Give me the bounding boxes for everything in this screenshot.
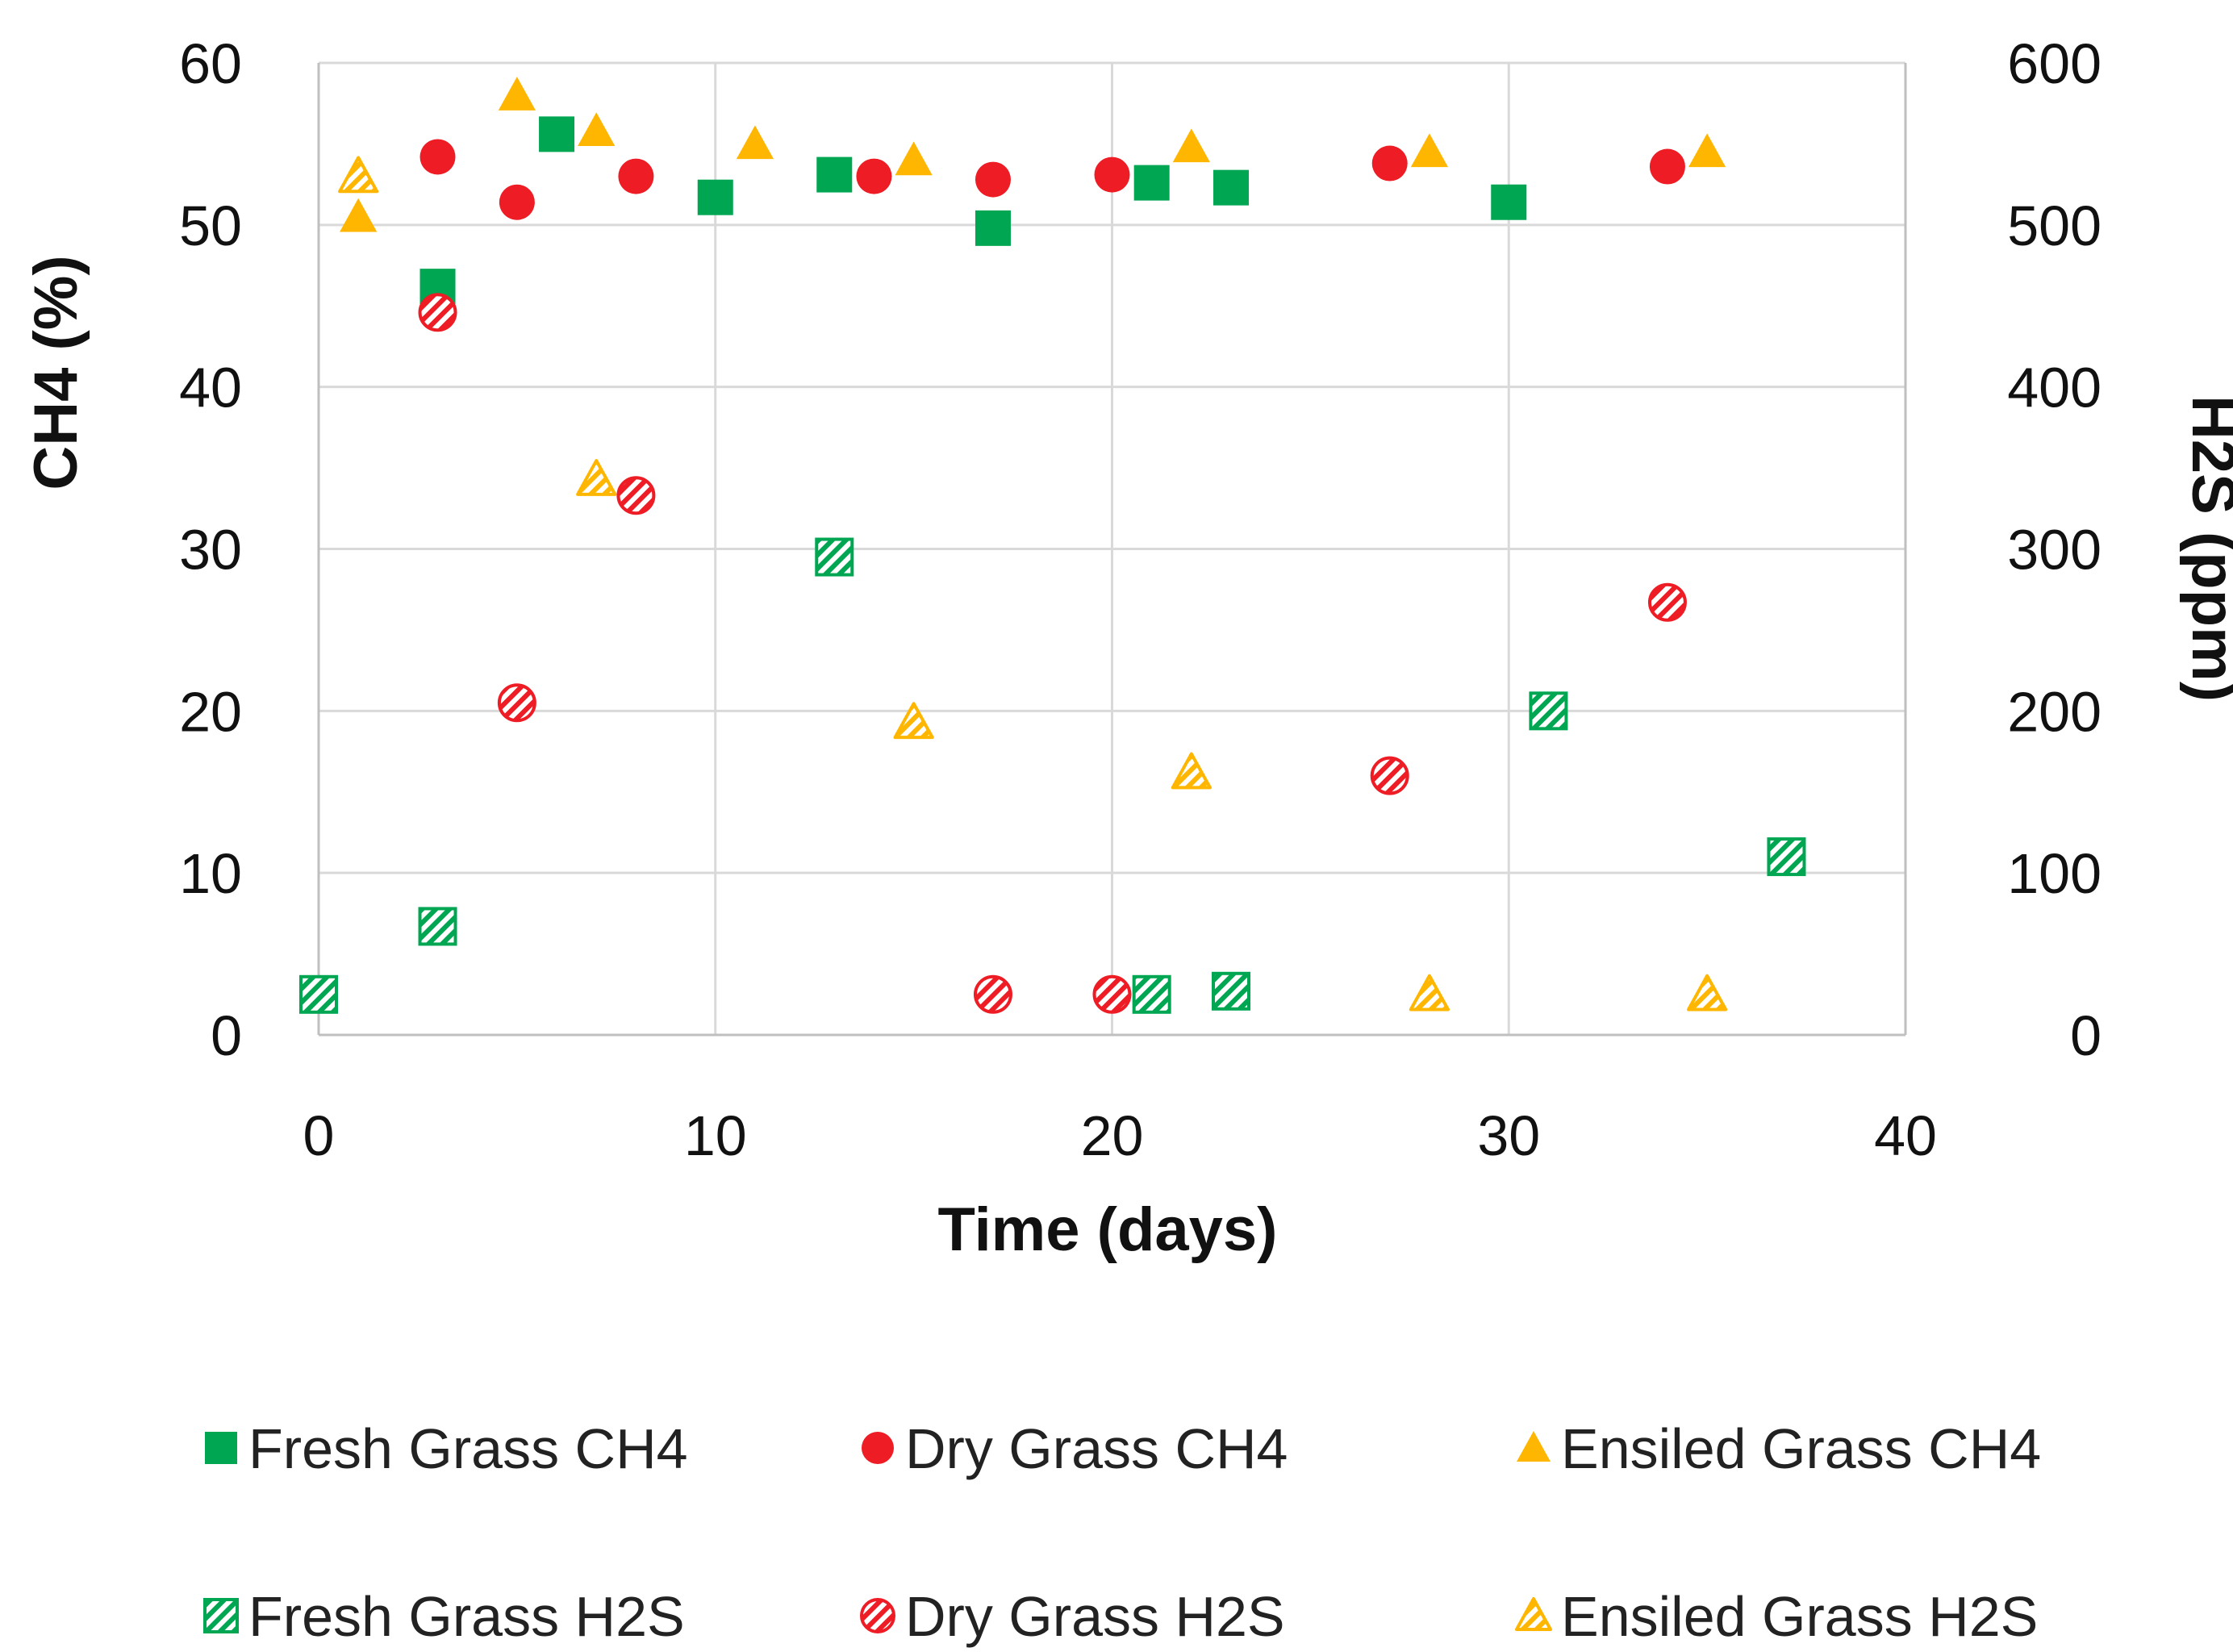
legend-marker-ensiled-grass-ch4 [1517, 1431, 1551, 1462]
x-axis-title: Time (days) [938, 1195, 1278, 1264]
y-tick-label-left: 50 [179, 194, 242, 257]
point-fresh-grass-h2s [1132, 974, 1171, 1014]
point-fresh-grass-ch4 [1213, 169, 1250, 206]
point-dry-grass-ch4 [1371, 145, 1408, 181]
y-tick-label-left: 0 [211, 1004, 242, 1067]
point-ensiled-grass-h2s [893, 702, 934, 740]
point-fresh-grass-ch4 [1133, 165, 1170, 201]
legend-marker-fresh-grass-h2s [203, 1598, 239, 1633]
point-dry-grass-h2s [1092, 974, 1132, 1014]
legend-label-ensiled-grass-ch4: Ensiled Grass CH4 [1561, 1417, 2041, 1480]
y-tick-label-left: 60 [179, 32, 242, 95]
y-tick-label-right: 600 [2007, 32, 2102, 95]
y-tick-label-right: 100 [2007, 842, 2102, 905]
point-ensiled-grass-ch4 [340, 198, 378, 232]
point-ensiled-grass-h2s [576, 459, 617, 496]
point-dry-grass-ch4 [975, 161, 1011, 198]
x-tick-label: 20 [1081, 1104, 1144, 1167]
point-ensiled-grass-ch4 [895, 141, 933, 176]
point-dry-grass-ch4 [499, 184, 535, 220]
point-fresh-grass-ch4 [539, 116, 575, 152]
point-ensiled-grass-h2s [1687, 974, 1728, 1012]
y-tick-label-right: 400 [2007, 357, 2102, 419]
point-fresh-grass-ch4 [975, 210, 1011, 246]
point-dry-grass-h2s [1370, 756, 1409, 795]
point-fresh-grass-h2s [1767, 837, 1806, 877]
legend-marker-dry-grass-h2s [860, 1598, 895, 1633]
x-tick-label: 40 [1874, 1104, 1937, 1167]
point-dry-grass-h2s [616, 476, 656, 515]
x-tick-label: 10 [684, 1104, 747, 1167]
legend-label-dry-grass-h2s: Dry Grass H2S [905, 1585, 1285, 1648]
y-tick-label-left: 10 [179, 842, 242, 905]
legend-label-dry-grass-ch4: Dry Grass CH4 [905, 1417, 1288, 1480]
y-tick-label-right: 300 [2007, 519, 2102, 582]
point-ensiled-grass-h2s [338, 156, 379, 194]
legend-marker-dry-grass-ch4 [862, 1432, 894, 1464]
point-ensiled-grass-ch4 [1410, 133, 1448, 168]
legend-label-fresh-grass-ch4: Fresh Grass CH4 [248, 1417, 688, 1480]
point-ensiled-grass-ch4 [1688, 133, 1726, 168]
point-dry-grass-h2s [1647, 582, 1687, 622]
grid [319, 61, 1905, 1035]
point-ensiled-grass-ch4 [1172, 128, 1210, 163]
point-fresh-grass-h2s [815, 537, 854, 577]
data-marks [299, 77, 1806, 1014]
y-tick-label-left: 20 [179, 680, 242, 743]
y-tick-label-left: 30 [179, 519, 242, 582]
x-tick-label: 30 [1477, 1104, 1540, 1167]
point-fresh-grass-h2s [418, 907, 457, 946]
y-axis-title-left: CH4 (%) [22, 255, 90, 490]
point-ensiled-grass-h2s [1171, 752, 1212, 790]
point-dry-grass-h2s [418, 293, 457, 332]
legend-marker-fresh-grass-ch4 [205, 1432, 237, 1464]
x-tick-label: 0 [303, 1104, 335, 1167]
y-tick-label-right: 200 [2007, 680, 2102, 743]
y-tick-label-right: 500 [2007, 194, 2102, 257]
point-fresh-grass-ch4 [816, 156, 853, 193]
y-axis-title-right: H2S (ppm) [2179, 395, 2233, 702]
point-dry-grass-ch4 [1649, 148, 1685, 185]
point-fresh-grass-ch4 [697, 179, 733, 215]
point-fresh-grass-h2s [299, 974, 338, 1014]
point-dry-grass-h2s [497, 683, 536, 723]
point-dry-grass-h2s [973, 974, 1012, 1014]
point-fresh-grass-h2s [1212, 971, 1251, 1011]
point-dry-grass-ch4 [1094, 156, 1130, 193]
point-ensiled-grass-ch4 [498, 77, 536, 111]
legend-label-ensiled-grass-h2s: Ensiled Grass H2S [1561, 1585, 2038, 1648]
point-ensiled-grass-ch4 [736, 125, 774, 160]
legend: Fresh Grass CH4 Dry Grass CH4 Ensiled Gras… [203, 1417, 2041, 1648]
point-fresh-grass-ch4 [1491, 184, 1527, 220]
point-dry-grass-ch4 [856, 158, 892, 194]
legend-label-fresh-grass-h2s: Fresh Grass H2S [248, 1585, 685, 1648]
point-ensiled-grass-h2s [1409, 974, 1450, 1012]
point-dry-grass-ch4 [419, 139, 456, 175]
point-fresh-grass-h2s [1529, 691, 1568, 731]
legend-marker-ensiled-grass-h2s [1515, 1597, 1552, 1631]
y-tick-label-left: 40 [179, 357, 242, 419]
y-tick-label-right: 0 [2070, 1004, 2102, 1067]
point-ensiled-grass-ch4 [578, 112, 616, 147]
point-dry-grass-ch4 [618, 158, 654, 194]
